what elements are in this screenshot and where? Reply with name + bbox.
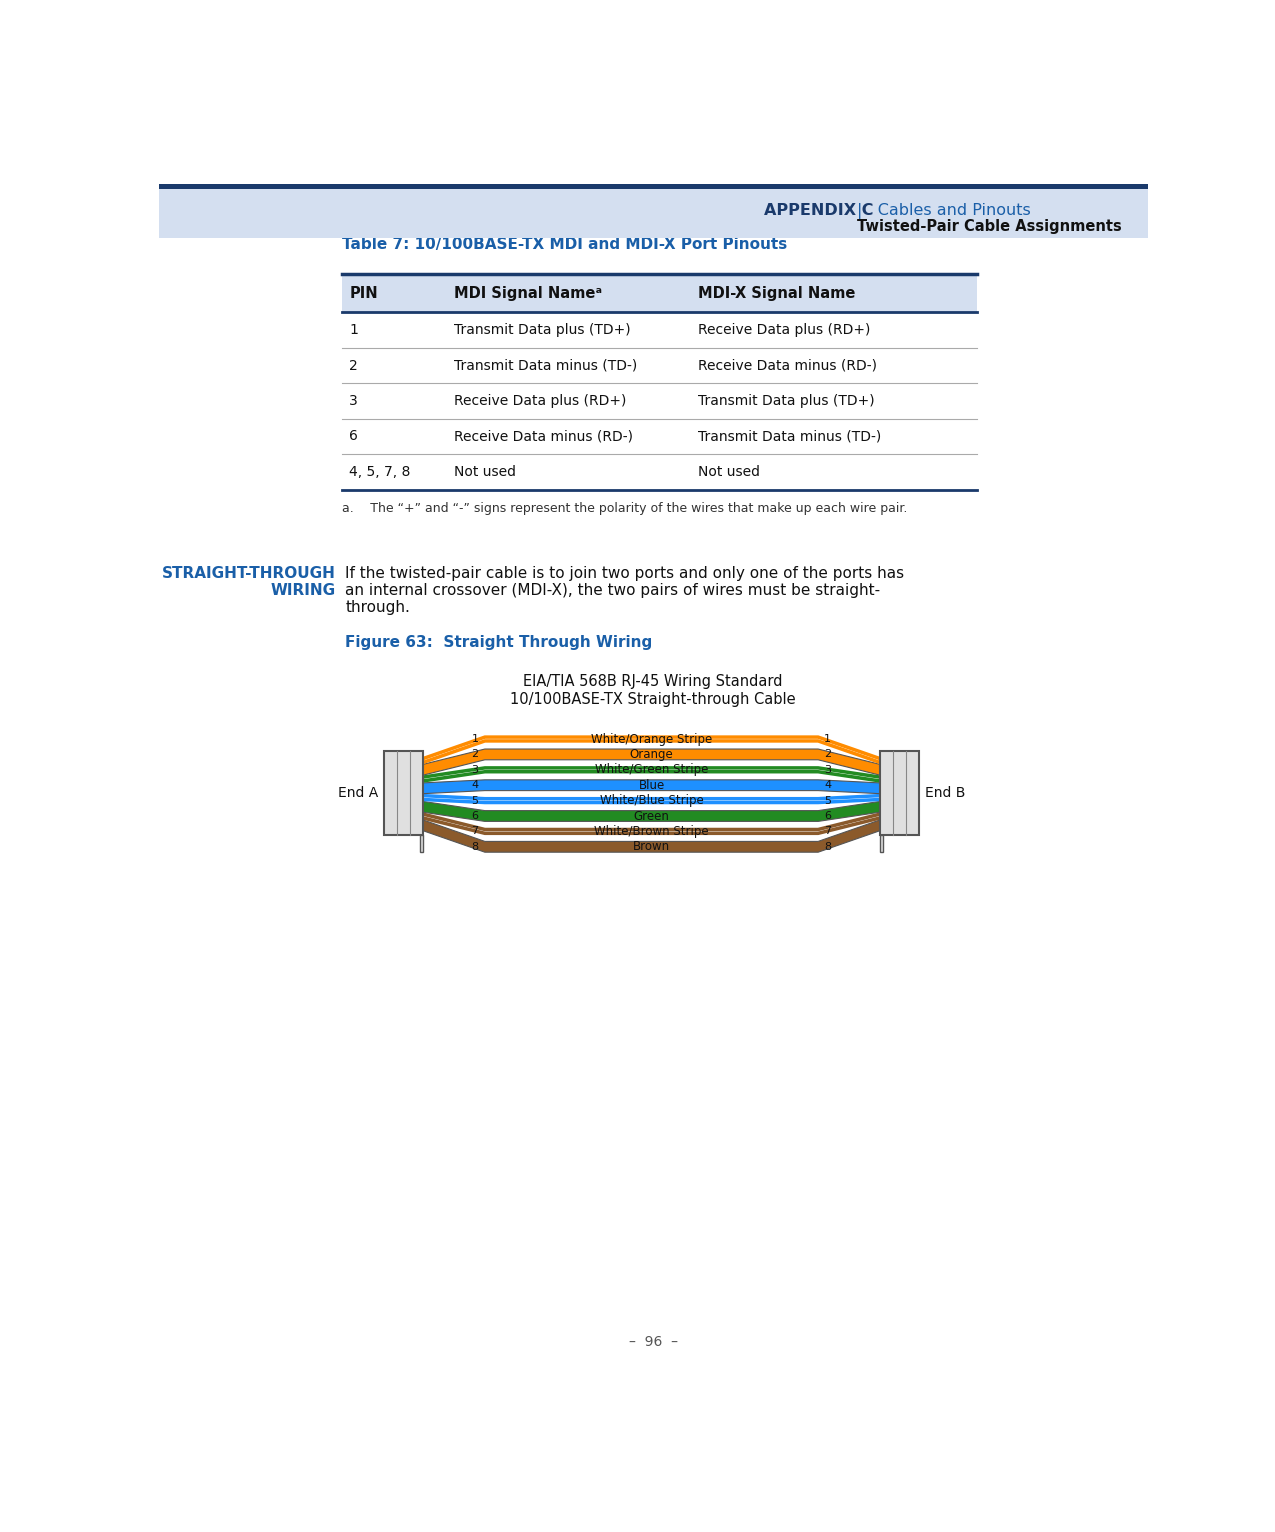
Polygon shape [423,780,880,794]
Bar [880,835,884,852]
Text: 6: 6 [349,429,358,443]
Text: 3: 3 [349,394,358,408]
Text: Transmit Data minus (TD-): Transmit Data minus (TD-) [454,358,638,372]
Text: Figure 63:  Straight Through Wiring: Figure 63: Straight Through Wiring [346,636,653,650]
Text: Transmit Data plus (TD+): Transmit Data plus (TD+) [454,323,631,337]
Text: Brown: Brown [632,841,671,853]
Text: If the twisted-pair cable is to join two ports and only one of the ports has: If the twisted-pair cable is to join two… [346,565,904,581]
Bar [159,190,1148,237]
Text: 5: 5 [472,795,478,806]
Text: End A: End A [338,786,377,800]
Text: 7: 7 [825,826,831,836]
Polygon shape [423,768,880,781]
Text: 6: 6 [472,810,478,821]
Text: Receive Data minus (RD-): Receive Data minus (RD-) [454,429,632,443]
Text: EIA/TIA 568B RJ-45 Wiring Standard: EIA/TIA 568B RJ-45 Wiring Standard [523,674,783,688]
Text: Receive Data plus (RD+): Receive Data plus (RD+) [697,323,871,337]
Text: through.: through. [346,599,411,614]
Text: 1: 1 [349,323,358,337]
Text: 1: 1 [472,734,478,745]
Text: 2: 2 [472,749,478,760]
Text: MDI-X Signal Name: MDI-X Signal Name [697,285,856,300]
Text: 2: 2 [825,749,831,760]
Polygon shape [423,749,880,775]
Text: 2: 2 [349,358,358,372]
Bar [419,835,423,852]
Text: WIRING: WIRING [272,582,337,597]
Text: Blue: Blue [639,778,664,792]
Text: 8: 8 [825,841,831,852]
Text: Twisted-Pair Cable Assignments: Twisted-Pair Cable Assignments [857,219,1122,234]
Text: 7: 7 [472,826,478,836]
Text: Not used: Not used [454,464,516,480]
Text: White/Brown Stripe: White/Brown Stripe [594,824,709,838]
Text: –  96  –: – 96 – [629,1334,677,1348]
Text: 4: 4 [472,780,478,791]
Text: Green: Green [634,809,669,823]
Text: APPENDIX C: APPENDIX C [764,204,873,218]
Polygon shape [423,820,880,852]
Text: Transmit Data plus (TD+): Transmit Data plus (TD+) [697,394,875,408]
Text: 1: 1 [825,734,831,745]
Text: a.  The “+” and “-” signs represent the polarity of the wires that make up each : a. The “+” and “-” signs represent the p… [342,501,907,515]
Polygon shape [423,737,880,763]
Text: MDI Signal Nameᵃ: MDI Signal Nameᵃ [454,285,602,300]
Polygon shape [423,795,880,803]
Text: |   Cables and Pinouts: | Cables and Pinouts [857,202,1030,219]
Text: White/Green Stripe: White/Green Stripe [595,763,708,777]
Text: White/Blue Stripe: White/Blue Stripe [599,794,704,807]
Text: PIN: PIN [349,285,377,300]
Bar [880,751,919,835]
Bar [159,184,1148,190]
Text: 4, 5, 7, 8: 4, 5, 7, 8 [349,464,411,480]
Polygon shape [423,813,880,833]
Text: Receive Data minus (RD-): Receive Data minus (RD-) [697,358,877,372]
Text: STRAIGHT-THROUGH: STRAIGHT-THROUGH [162,565,337,581]
Text: 8: 8 [472,841,478,852]
Text: 3: 3 [825,764,831,775]
Text: Not used: Not used [697,464,760,480]
Text: 3: 3 [472,764,478,775]
Polygon shape [423,801,880,821]
Text: 5: 5 [825,795,831,806]
Text: Receive Data plus (RD+): Receive Data plus (RD+) [454,394,626,408]
Text: 10/100BASE-TX Straight-through Cable: 10/100BASE-TX Straight-through Cable [510,692,796,708]
Text: Table 7: 10/100BASE-TX MDI and MDI-X Port Pinouts: Table 7: 10/100BASE-TX MDI and MDI-X Por… [342,237,787,253]
Text: End B: End B [926,786,965,800]
Text: 6: 6 [825,810,831,821]
Text: White/Orange Stripe: White/Orange Stripe [590,732,713,746]
Bar [384,751,423,835]
Text: Orange: Orange [630,748,673,761]
Text: Transmit Data minus (TD-): Transmit Data minus (TD-) [697,429,881,443]
Text: 4: 4 [825,780,831,791]
Bar [342,274,977,313]
Text: an internal crossover (MDI-X), the two pairs of wires must be straight-: an internal crossover (MDI-X), the two p… [346,582,881,597]
